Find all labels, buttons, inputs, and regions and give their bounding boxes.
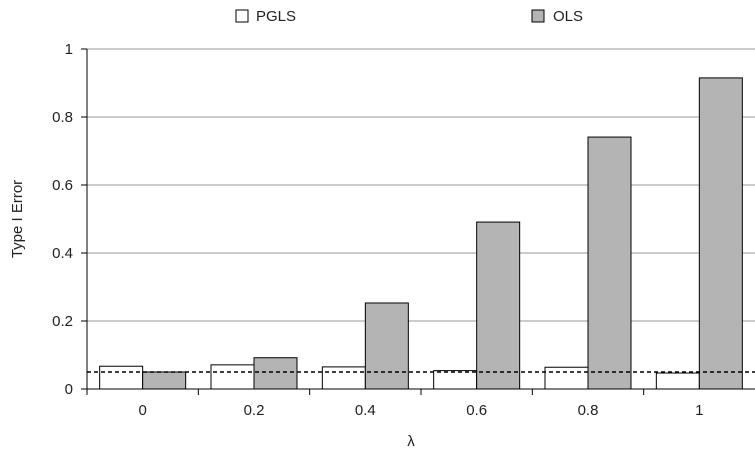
legend-label-pgls: PGLS [256, 8, 296, 25]
x-tick-label: 0.8 [578, 402, 599, 419]
x-axis-label: λ [407, 433, 415, 450]
bar-pgls [321, 366, 366, 390]
y-tick-label: 0.4 [52, 245, 73, 262]
gridlines [87, 48, 755, 322]
y-tick-label: 0.8 [52, 109, 73, 126]
y-tick-label: 0 [65, 381, 73, 398]
bar-pgls [99, 365, 144, 390]
legend-swatch-pgls [235, 9, 249, 23]
bar-pgls [210, 364, 255, 390]
axis-labels: 0 0.2 0.4 0.6 0.8 1 0 0.2 0.4 0.6 0.8 1 λ Type I Erro… [9, 41, 704, 450]
y-axis-label: Type I Error [9, 180, 26, 258]
bar-ols [253, 357, 298, 390]
bar-ols [142, 371, 187, 390]
bars [99, 77, 743, 390]
bar-pgls [433, 370, 478, 390]
bar-ols [587, 136, 632, 390]
bar-ols [476, 221, 521, 390]
x-tick-label: 0.4 [355, 402, 376, 419]
x-tick-label: 1 [695, 402, 703, 419]
legend-swatch-ols [531, 9, 545, 23]
y-tick-label: 0.2 [52, 313, 73, 330]
legend: PGLS OLS [235, 8, 583, 25]
y-tick-label: 0.6 [52, 177, 73, 194]
axes [81, 48, 755, 395]
bar-pgls [655, 372, 700, 390]
y-tick-label: 1 [65, 41, 73, 58]
x-tick-label: 0.2 [244, 402, 265, 419]
x-tick-label: 0 [138, 402, 146, 419]
bar-ols [698, 77, 743, 390]
legend-label-ols: OLS [553, 8, 583, 25]
bar-ols [364, 302, 409, 390]
bar-pgls [544, 366, 589, 390]
x-tick-label: 0.6 [466, 402, 487, 419]
